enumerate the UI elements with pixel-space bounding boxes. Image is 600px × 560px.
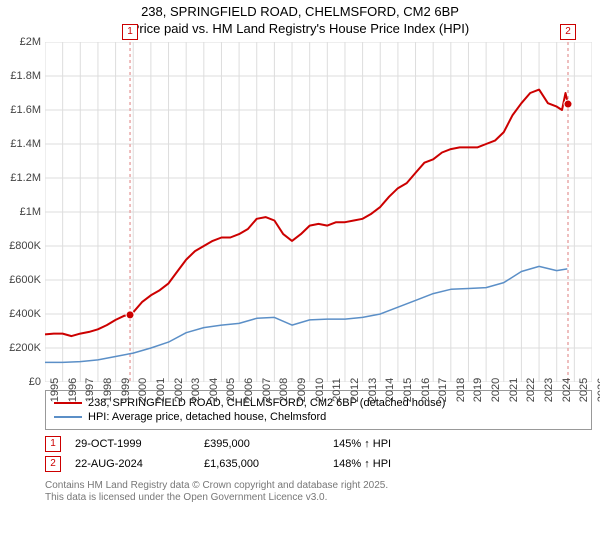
marker-info-row: 2 22-AUG-2024 £1,635,000 148% ↑ HPI: [45, 456, 592, 472]
x-tick-label: 2004: [208, 378, 220, 402]
x-tick-label: 2014: [384, 378, 396, 402]
x-tick-label: 2013: [367, 378, 379, 402]
x-tick-label: 2007: [261, 378, 273, 402]
x-tick-label: 2016: [420, 378, 432, 402]
x-tick-label: 2022: [525, 378, 537, 402]
footer-line1: Contains HM Land Registry data © Crown c…: [45, 480, 592, 493]
chart-marker-badge: 1: [122, 24, 138, 40]
marker-badge-2: 2: [45, 456, 61, 472]
x-tick-label: 2019: [472, 378, 484, 402]
footer: Contains HM Land Registry data © Crown c…: [45, 480, 592, 505]
x-tick-label: 2005: [225, 378, 237, 402]
x-tick-label: 2008: [278, 378, 290, 402]
marker-hpi-1: 145% ↑ HPI: [333, 438, 448, 450]
x-tick-label: 1997: [84, 378, 96, 402]
marker-info-row: 1 29-OCT-1999 £395,000 145% ↑ HPI: [45, 436, 592, 452]
x-tick-label: 2000: [137, 378, 149, 402]
x-tick-label: 2011: [331, 378, 343, 402]
marker-hpi-2: 148% ↑ HPI: [333, 458, 448, 470]
x-tick-label: 2009: [296, 378, 308, 402]
y-tick-label: £1.8M: [10, 70, 41, 82]
x-tick-label: 1998: [102, 378, 114, 402]
x-tick-label: 2002: [173, 378, 185, 402]
x-tick-label: 1996: [67, 378, 79, 402]
x-tick-label: 2020: [490, 378, 502, 402]
marker-price-2: £1,635,000: [204, 458, 319, 470]
x-tick-label: 2003: [190, 378, 202, 402]
y-tick-label: £400K: [9, 308, 41, 320]
x-tick-label: 2012: [349, 378, 361, 402]
x-tick-label: 2018: [455, 378, 467, 402]
y-axis: £0£200K£400K£600K£800K£1M£1.2M£1.4M£1.6M…: [5, 42, 41, 382]
y-tick-label: £2M: [20, 36, 41, 48]
x-tick-label: 2001: [155, 378, 167, 402]
footer-line2: This data is licensed under the Open Gov…: [45, 492, 592, 505]
x-tick-label: 1995: [49, 378, 61, 402]
marker-date-2: 22-AUG-2024: [75, 458, 190, 470]
chart-title-line2: Price paid vs. HM Land Registry's House …: [0, 21, 600, 42]
x-tick-label: 2023: [543, 378, 555, 402]
marker-price-1: £395,000: [204, 438, 319, 450]
y-tick-label: £1.4M: [10, 138, 41, 150]
y-tick-label: £800K: [9, 240, 41, 252]
x-tick-label: 2024: [561, 378, 573, 402]
y-tick-label: £1.2M: [10, 172, 41, 184]
chart-svg: [45, 42, 592, 382]
x-tick-label: 1999: [120, 378, 132, 402]
marker-info: 1 29-OCT-1999 £395,000 145% ↑ HPI 2 22-A…: [45, 436, 592, 472]
chart-title-line1: 238, SPRINGFIELD ROAD, CHELMSFORD, CM2 6…: [0, 0, 600, 21]
marker-badge-1: 1: [45, 436, 61, 452]
x-tick-label: 2015: [402, 378, 414, 402]
y-tick-label: £0: [29, 376, 41, 388]
y-tick-label: £1M: [20, 206, 41, 218]
marker-date-1: 29-OCT-1999: [75, 438, 190, 450]
x-tick-label: 2021: [508, 378, 520, 402]
x-tick-label: 2025: [578, 378, 590, 402]
chart-marker-badge: 2: [560, 24, 576, 40]
x-tick-label: 2006: [243, 378, 255, 402]
x-axis: 1995199619971998199920002001200220032004…: [45, 386, 592, 420]
x-tick-label: 2017: [437, 378, 449, 402]
x-tick-label: 2026: [596, 378, 600, 402]
chart-area: £0£200K£400K£600K£800K£1M£1.2M£1.4M£1.6M…: [45, 42, 592, 382]
x-tick-label: 2010: [314, 378, 326, 402]
y-tick-label: £600K: [9, 274, 41, 286]
y-tick-label: £1.6M: [10, 104, 41, 116]
y-tick-label: £200K: [9, 342, 41, 354]
